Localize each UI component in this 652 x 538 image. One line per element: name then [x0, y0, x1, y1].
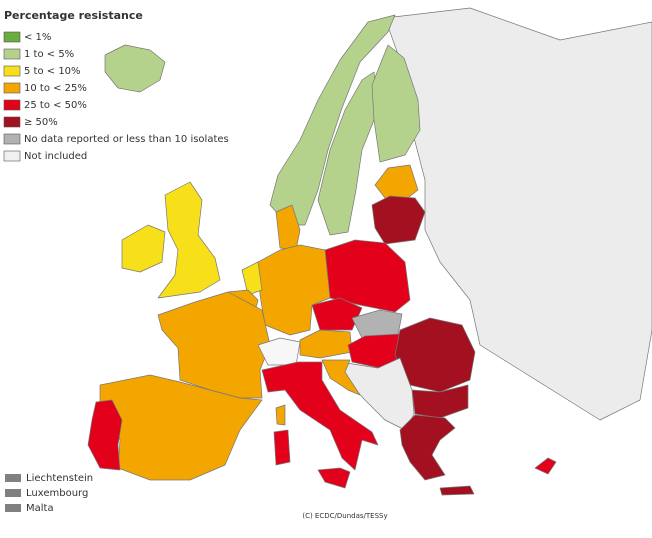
legend-label: 10 to < 25%: [24, 83, 87, 94]
legend-label: No data reported or less than 10 isolate…: [24, 134, 229, 145]
legend-swatch: [3, 150, 21, 162]
legend-title: Percentage resistance: [4, 9, 143, 22]
small-country-swatch: [5, 474, 21, 482]
small-country-swatch: [5, 504, 21, 512]
non-eu-east: [384, 7, 652, 421]
switzerland: [257, 337, 301, 366]
country-shapes: [87, 7, 652, 496]
slovakia: [351, 309, 403, 339]
legend-label: 1 to < 5%: [24, 49, 74, 60]
corsica: [275, 404, 286, 426]
denmark: [275, 204, 301, 251]
small-country-label: Liechtenstein: [26, 473, 93, 484]
legend-label: 25 to < 50%: [24, 100, 87, 111]
ireland: [121, 224, 166, 273]
netherlands: [241, 261, 263, 296]
legend-swatch: [3, 82, 21, 94]
legend-label: Not included: [24, 151, 87, 162]
sardinia: [273, 429, 291, 466]
croatia-slovenia: [321, 359, 361, 396]
legend-label: < 1%: [24, 32, 51, 43]
lithuania: [371, 195, 426, 245]
cyprus: [534, 457, 557, 475]
finland: [371, 44, 421, 163]
legend-label: ≥ 50%: [24, 117, 58, 128]
legend-swatch: [3, 99, 21, 111]
crete: [439, 485, 475, 496]
legend-swatch: [3, 133, 21, 145]
italy: [261, 361, 379, 471]
credit: (C) ECDC/Dundas/TESSy: [302, 512, 387, 520]
estonia-latvia: [374, 164, 419, 201]
iceland: [104, 44, 166, 93]
united-kingdom: [157, 181, 221, 299]
small-country-label: Luxembourg: [26, 488, 88, 499]
small-country-label: Malta: [26, 503, 54, 514]
legend-swatch: [3, 48, 21, 60]
legend-swatch: [3, 116, 21, 128]
sicily: [317, 467, 351, 489]
legend-swatch: [3, 65, 21, 77]
greece: [399, 414, 456, 481]
small-country-swatch: [5, 489, 21, 497]
legend-label: 5 to < 10%: [24, 66, 81, 77]
austria: [299, 329, 353, 359]
france: [157, 291, 271, 399]
legend-swatch: [3, 31, 21, 43]
portugal: [87, 399, 123, 471]
norway: [269, 14, 396, 226]
bulgaria: [411, 384, 469, 419]
